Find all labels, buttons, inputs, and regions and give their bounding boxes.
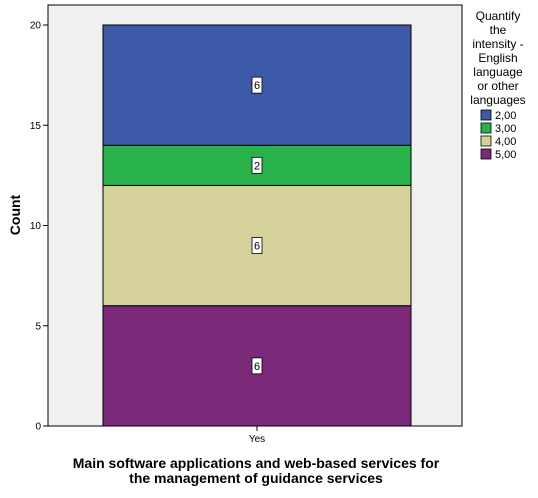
legend-title-line: intensity - xyxy=(472,37,523,51)
legend-swatch xyxy=(480,109,492,121)
legend-swatch xyxy=(480,135,492,147)
legend-title-line: or other xyxy=(477,79,518,93)
y-axis-title: Count xyxy=(7,194,23,235)
x-axis: Yes xyxy=(249,426,265,445)
data-label-box xyxy=(251,237,263,254)
data-label: 6 xyxy=(254,241,260,253)
y-tick-label: 20 xyxy=(30,21,42,32)
data-label: 6 xyxy=(254,361,260,373)
data-label-box xyxy=(251,357,263,375)
bars-layer: 6 6 2 6 xyxy=(102,24,412,427)
legend-title-line: Quantify xyxy=(476,9,521,23)
x-tick-label: Yes xyxy=(249,434,265,445)
data-label: 6 xyxy=(254,80,260,92)
y-axis: 0 5 10 15 20 xyxy=(30,21,48,433)
y-tick-label: 5 xyxy=(35,321,41,332)
x-axis-title-line-1: Main software applications and web-based… xyxy=(73,455,440,471)
y-tick-label: 0 xyxy=(35,422,41,433)
data-label-box xyxy=(251,156,263,174)
legend-entry-label: 5,00 xyxy=(495,149,516,161)
legend-title-line: language xyxy=(473,65,523,79)
legend-entry-label: 4,00 xyxy=(495,136,516,148)
data-label: 2 xyxy=(254,160,260,172)
legend-title-line: English xyxy=(478,51,517,65)
legend-entry-label: 3,00 xyxy=(495,123,516,135)
legend-swatch xyxy=(480,148,492,160)
legend-title-line: the xyxy=(490,23,507,37)
legend-swatch xyxy=(480,122,492,134)
legend-title-line: languages xyxy=(470,93,525,107)
legend-entry-label: 2,00 xyxy=(495,110,516,122)
y-tick-label: 15 xyxy=(30,121,42,132)
y-tick-label: 10 xyxy=(30,221,42,232)
data-label-box xyxy=(251,76,263,94)
x-axis-title-line-2: the management of guidance services xyxy=(129,470,383,486)
